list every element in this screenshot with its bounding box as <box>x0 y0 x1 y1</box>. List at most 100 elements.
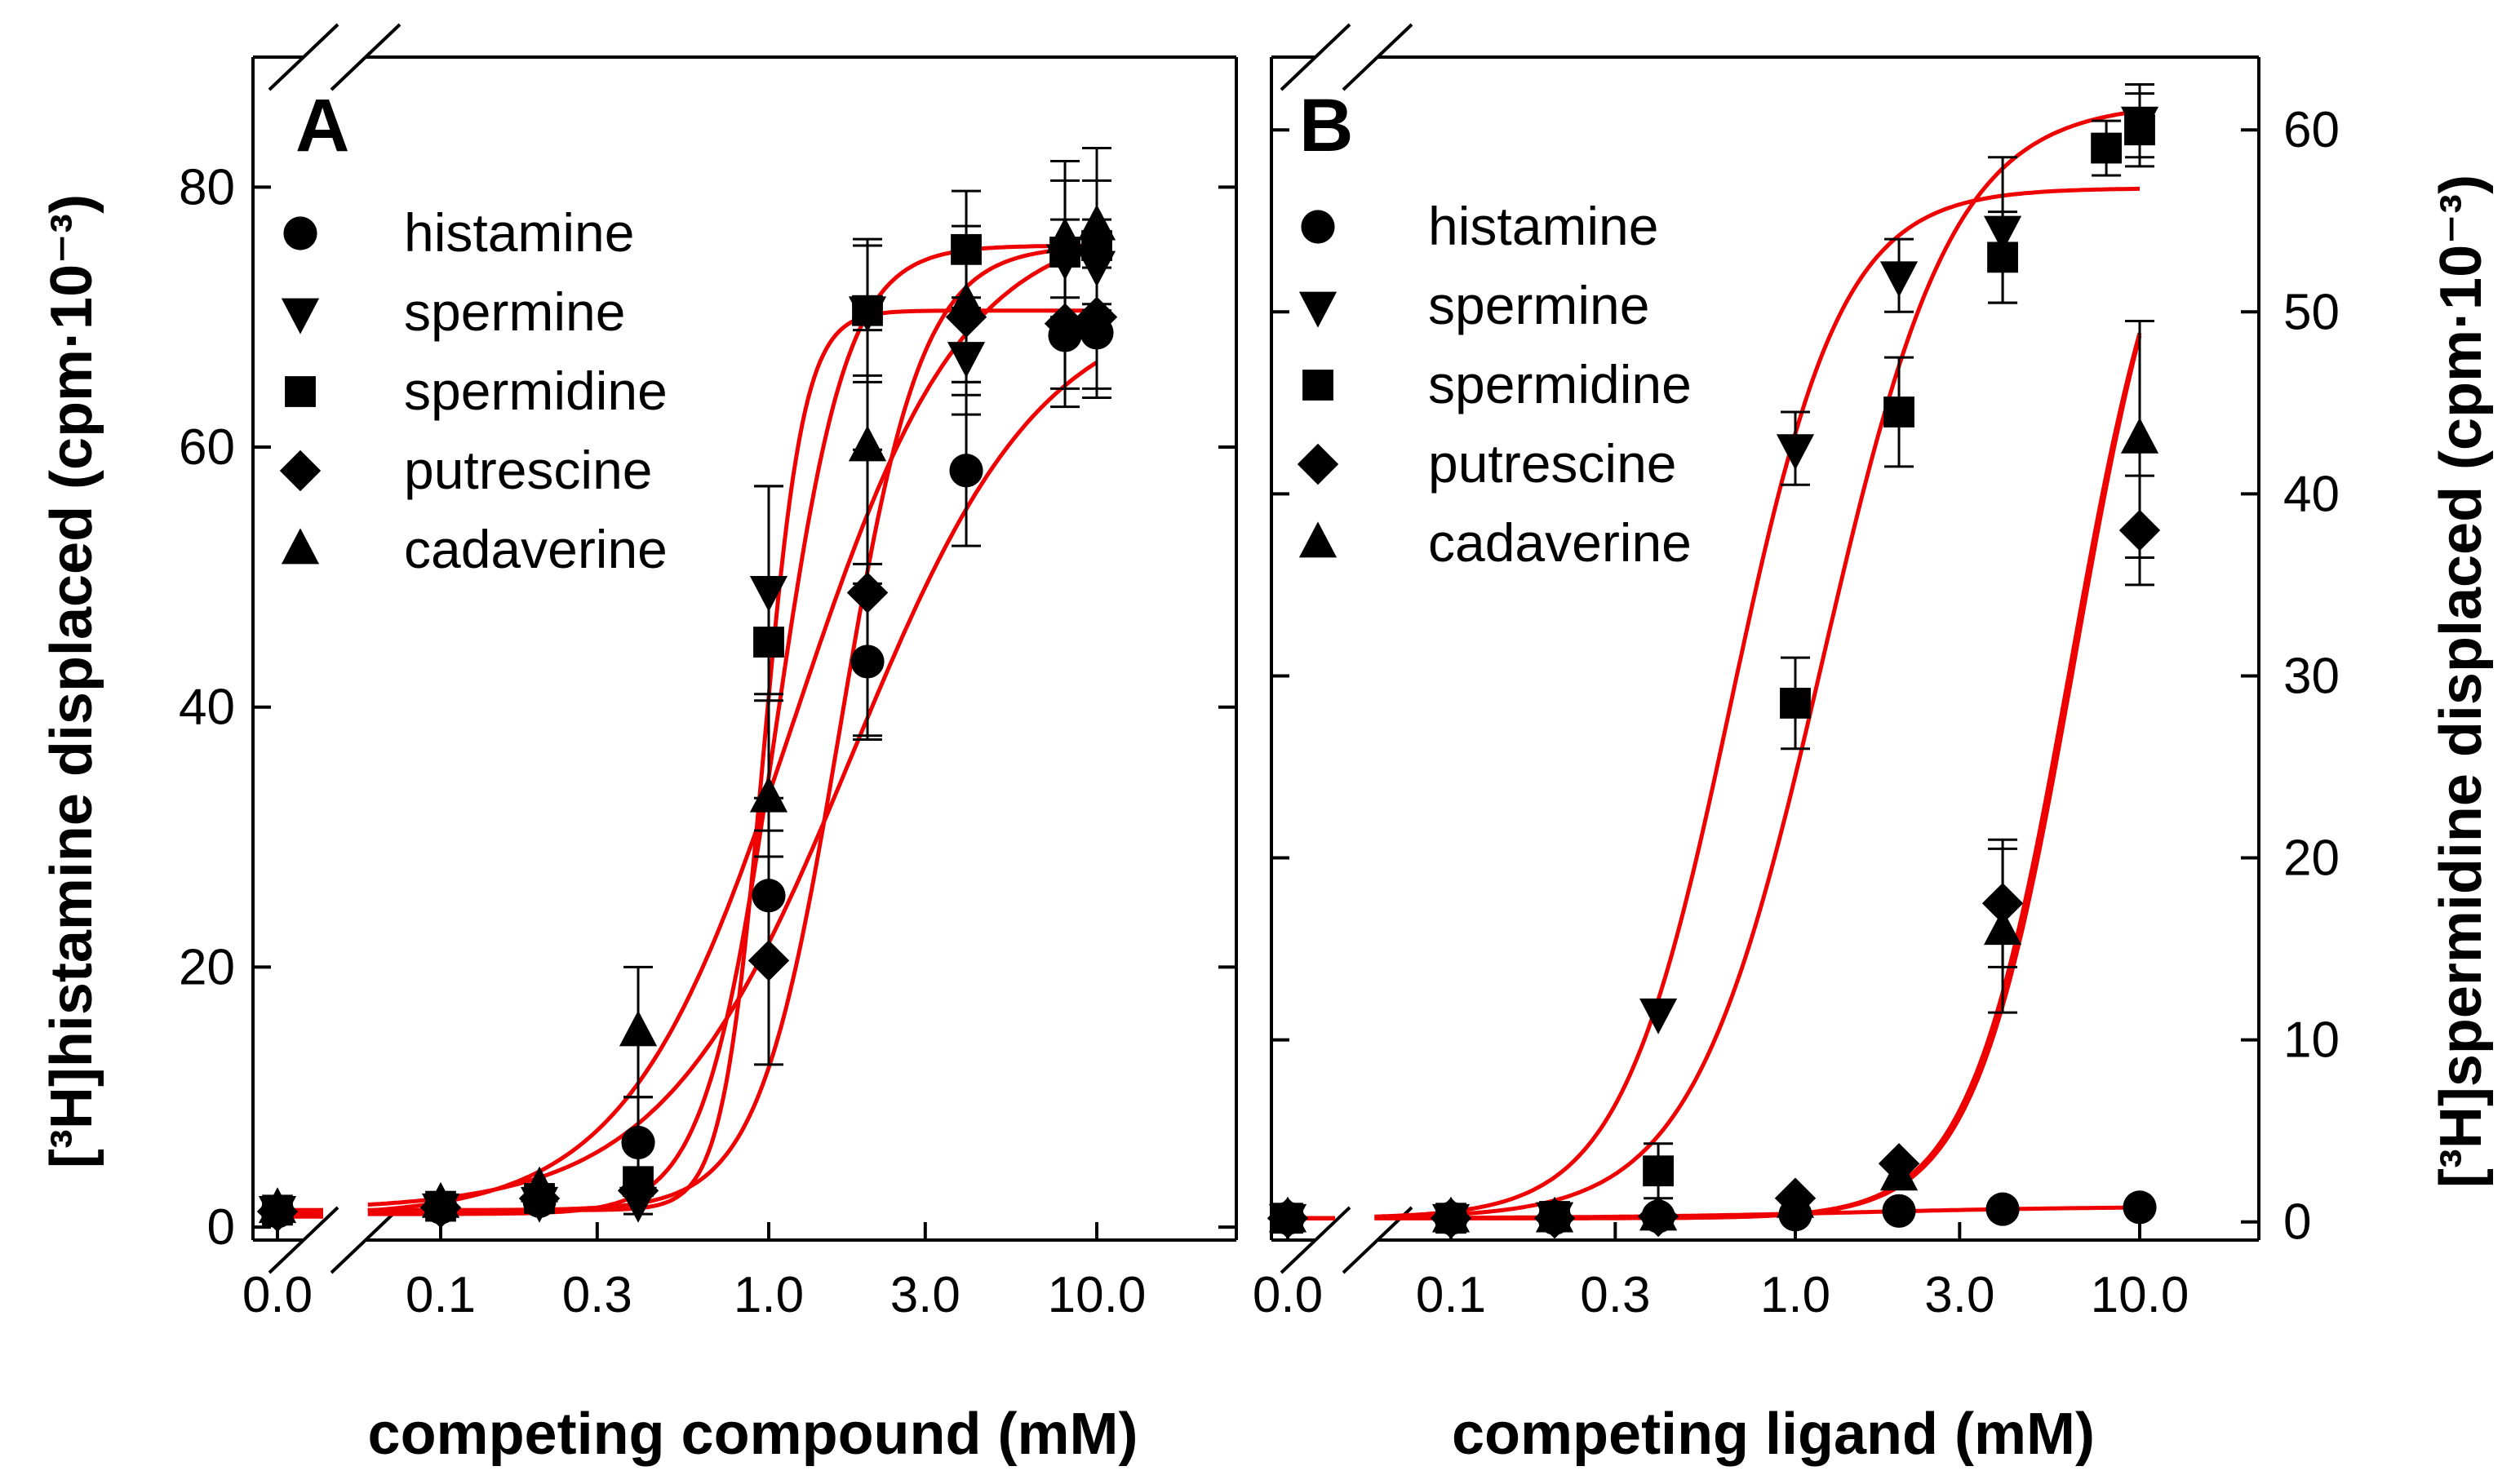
x-axis-title: competing compound (mM) <box>368 1402 1138 1467</box>
data-point-cadaverine <box>1535 1196 1574 1233</box>
data-point-spermidine <box>852 295 883 326</box>
axis-break-mark <box>1342 23 1413 91</box>
data-point-spermine <box>1776 434 1815 471</box>
data-point-cadaverine <box>1431 1196 1471 1233</box>
series-cadaverine <box>1268 319 2159 1233</box>
series-spermine <box>1268 82 2159 1240</box>
y-axis-title: [³H]spermidine displaced (cpm·10⁻³) <box>2429 175 2494 1188</box>
data-point-spermine <box>1639 998 1678 1034</box>
y-tick-label: 30 <box>2283 648 2340 704</box>
x-tick-label: 3.0 <box>890 1267 960 1323</box>
y-tick-label: 40 <box>2283 466 2340 522</box>
legend: histamine spermine spermidine putrescine cad… <box>279 202 668 579</box>
data-point-putrescine <box>1044 303 1086 344</box>
legend-marker-spermidine <box>1302 370 1333 401</box>
data-point-histamine <box>1882 1194 1916 1228</box>
fit-curve-spermidine <box>1374 109 2141 1220</box>
data-point-cadaverine <box>1045 217 1085 254</box>
legend-marker-histamine <box>1301 210 1335 244</box>
axis-break-mark <box>330 23 401 91</box>
legend: histamine spermine spermidine putrescine cad… <box>1297 196 1692 573</box>
data-point-cadaverine <box>749 776 788 813</box>
data-point-spermidine <box>1883 396 1914 427</box>
legend-label-histamine: histamine <box>1428 196 1658 256</box>
data-point-histamine <box>1985 1192 2020 1226</box>
fit-curve-spermine <box>1374 186 2140 1219</box>
y-tick-label: 60 <box>179 419 235 476</box>
x-tick-label: 1.0 <box>734 1267 804 1323</box>
data-point-cadaverine <box>848 425 887 462</box>
data-point-cadaverine <box>619 1010 658 1047</box>
data-point-putrescine <box>1076 296 1118 338</box>
data-point-putrescine <box>846 572 889 614</box>
x-tick-label: 10.0 <box>2091 1267 2189 1323</box>
data-point-spermidine <box>1780 688 1811 719</box>
y-tick-label: 0 <box>207 1199 235 1256</box>
legend-label-spermidine: spermidine <box>1428 354 1692 414</box>
legend-label-cadaverine: cadaverine <box>1428 512 1692 573</box>
data-point-spermidine <box>2124 114 2155 146</box>
series-histamine <box>260 262 1114 1229</box>
x-tick-label: 0.3 <box>1580 1267 1650 1323</box>
data-point-cadaverine <box>947 282 986 319</box>
data-point-histamine <box>621 1125 655 1160</box>
fit-curve-cadaverine <box>1374 332 2142 1220</box>
legend-marker-putrescine <box>279 450 322 492</box>
panel-letter: A <box>295 84 349 167</box>
legend-label-histamine: histamine <box>404 202 634 263</box>
series-spermidine <box>262 179 1112 1226</box>
y-tick-label: 20 <box>2283 831 2340 887</box>
legend-marker-spermine <box>1298 291 1338 328</box>
series-putrescine <box>256 244 1118 1233</box>
series-spermidine <box>1272 92 2155 1234</box>
fit-curve-putrescine <box>367 245 1098 1212</box>
legend-label-cadaverine: cadaverine <box>404 519 668 579</box>
data-point-cadaverine <box>1077 204 1116 241</box>
data-point-cadaverine <box>1879 1154 1919 1191</box>
series-cadaverine <box>258 147 1116 1224</box>
data-point-cadaverine <box>421 1181 460 1218</box>
legend-label-putrescine: putrescine <box>1428 433 1677 494</box>
plot-frame <box>251 55 1238 1242</box>
x-tick-label: 3.0 <box>1924 1267 1994 1323</box>
data-point-spermidine <box>1643 1155 1674 1187</box>
series-spermine <box>258 218 1116 1232</box>
data-point-cadaverine <box>2120 417 2159 454</box>
y-tick-label: 80 <box>179 159 235 215</box>
plot-frame <box>1270 55 2260 1242</box>
legend-label-putrescine: putrescine <box>404 440 653 500</box>
legend-marker-cadaverine <box>1298 521 1338 558</box>
x-tick-label: 10.0 <box>1048 1267 1147 1323</box>
data-point-cadaverine <box>1776 1181 1815 1218</box>
y-tick-label: 10 <box>2283 1012 2340 1069</box>
x-tick-label: 0.1 <box>1416 1267 1486 1323</box>
x-tick-label: 0.0 <box>242 1267 313 1323</box>
series-putrescine <box>1267 474 2161 1239</box>
data-point-cadaverine <box>1983 909 2022 946</box>
legend-marker-spermidine <box>285 376 316 407</box>
data-point-cadaverine <box>520 1166 559 1203</box>
data-point-spermidine <box>753 627 784 658</box>
y-tick-label: 0 <box>2283 1194 2311 1251</box>
legend-marker-cadaverine <box>281 528 320 565</box>
y-tick-label: 20 <box>179 939 235 995</box>
x-tick-label: 0.0 <box>1253 1267 1323 1323</box>
y-tick-label: 60 <box>2283 102 2340 158</box>
x-tick-label: 0.3 <box>562 1267 632 1323</box>
y-tick-label: 40 <box>179 680 235 736</box>
legend-marker-spermine <box>281 298 320 334</box>
data-point-spermidine <box>1987 241 2018 273</box>
x-tick-label: 1.0 <box>1760 1267 1830 1323</box>
data-point-putrescine <box>617 1170 659 1212</box>
panel-letter: B <box>1299 84 1353 167</box>
axis-break-mark <box>268 1206 339 1274</box>
panel-b: 0.0 0.1 0.3 1.0 3.0 10.0 0 10 20 30 40 50 60 Bcompeti… <box>1253 23 2494 1467</box>
data-point-histamine <box>949 454 983 488</box>
legend-label-spermine: spermine <box>404 281 625 342</box>
legend-label-spermidine: spermidine <box>404 361 668 421</box>
axis-break-mark <box>1280 1206 1351 1274</box>
data-point-cadaverine <box>258 1187 297 1224</box>
x-axis-title: competing ligand (mM) <box>1452 1402 2095 1467</box>
